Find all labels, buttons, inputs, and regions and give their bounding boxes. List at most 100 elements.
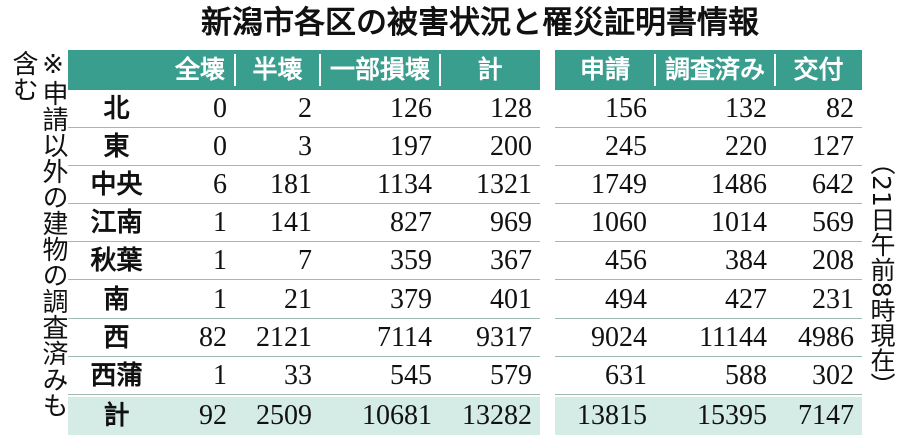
cell: 127 <box>812 131 854 163</box>
cell: 220 <box>725 131 767 163</box>
row-bg <box>68 166 540 205</box>
row-bg <box>555 242 862 281</box>
cell: 10681 <box>362 399 432 431</box>
row-bg <box>68 396 540 435</box>
cell: 7 <box>298 245 312 277</box>
row-label: 東 <box>103 132 130 163</box>
cell: 126 <box>390 93 432 124</box>
cell: 379 <box>390 283 432 315</box>
cell: 200 <box>490 131 532 163</box>
cell: 6 <box>213 169 227 201</box>
header-divider <box>234 54 236 86</box>
cell: 2509 <box>256 399 312 431</box>
note: ※申請以外の建物の調査済みも含む <box>8 50 68 418</box>
row-label: 北 <box>103 94 130 124</box>
cell: 156 <box>605 93 647 124</box>
cell: 302 <box>812 359 854 391</box>
cell: 642 <box>812 169 854 201</box>
cell: 208 <box>812 245 854 277</box>
cell: 92 <box>199 399 227 431</box>
cell: 141 <box>270 207 312 239</box>
row-bg <box>555 280 862 319</box>
row-bg <box>555 204 862 243</box>
column-header: 一部損壊 <box>329 55 430 84</box>
cell: 21 <box>284 283 312 315</box>
header-bg <box>68 50 540 90</box>
cell: 2 <box>298 93 312 124</box>
row-bg <box>555 128 862 167</box>
cell: 9317 <box>476 321 532 353</box>
cell: 82 <box>826 93 854 124</box>
column-header: 計 <box>477 55 503 84</box>
cell: 7114 <box>377 321 432 353</box>
cell: 1 <box>213 283 227 315</box>
row-bg <box>555 356 862 395</box>
row-bg <box>68 280 540 319</box>
cell: 128 <box>490 93 532 124</box>
row-label: 西 <box>103 322 130 353</box>
cell: 245 <box>605 131 647 163</box>
cell: 181 <box>270 169 312 201</box>
cell: 197 <box>390 131 432 163</box>
cell: 0 <box>213 131 227 163</box>
row-label: 西蒲 <box>90 360 143 391</box>
cell: 1 <box>213 245 227 277</box>
column-header: 交付 <box>793 55 844 84</box>
cell: 1060 <box>591 207 647 239</box>
row-bg <box>68 90 540 129</box>
header-divider <box>319 54 321 86</box>
cell: 13815 <box>577 399 647 431</box>
row-bg <box>555 396 862 435</box>
cell: 3 <box>298 131 312 163</box>
row-bg <box>68 204 540 243</box>
cell: 631 <box>605 359 647 391</box>
cell: 9024 <box>591 321 647 353</box>
row-bg <box>555 166 862 205</box>
cell: 545 <box>390 359 432 391</box>
cell: 0 <box>213 93 227 124</box>
column-header: 申請 <box>579 55 630 84</box>
cell: 231 <box>812 283 854 315</box>
title: 新潟市各区の被害状況と罹災証明書情報 <box>201 5 759 41</box>
cell: 827 <box>390 207 432 239</box>
cell: 33 <box>284 359 312 391</box>
row-bg <box>555 90 862 129</box>
cell: 367 <box>490 245 532 277</box>
cell: 1321 <box>476 169 532 201</box>
row-bg <box>68 242 540 281</box>
cell: 15395 <box>697 399 767 431</box>
cell: 7147 <box>798 399 854 431</box>
timestamp: （21日午前8時現在） <box>867 150 896 398</box>
cell: 1134 <box>377 169 432 201</box>
cell: 11144 <box>699 321 767 353</box>
row-label: 中央 <box>90 170 143 201</box>
header-divider <box>774 54 776 86</box>
cell: 4986 <box>798 321 854 353</box>
cell: 579 <box>490 359 532 391</box>
cell: 82 <box>199 321 227 353</box>
row-label: 秋葉 <box>90 246 143 277</box>
cell: 1014 <box>711 207 767 239</box>
cell: 969 <box>490 207 532 239</box>
column-header: 半壊 <box>252 55 303 84</box>
header-divider <box>439 54 441 86</box>
cell: 132 <box>725 93 767 124</box>
cell: 427 <box>725 283 767 315</box>
cell: 569 <box>812 207 854 239</box>
cell: 494 <box>605 283 647 315</box>
cell: 1 <box>213 359 227 391</box>
cell: 401 <box>490 283 532 315</box>
column-header: 調査済み <box>664 55 765 84</box>
cell: 13282 <box>462 399 532 431</box>
row-label: 計 <box>103 400 130 431</box>
cell: 384 <box>725 245 767 277</box>
row-bg <box>555 318 862 357</box>
cell: 1 <box>213 207 227 239</box>
cell: 588 <box>725 359 767 391</box>
column-header: 全壊 <box>174 55 225 84</box>
row-bg <box>68 356 540 395</box>
cell: 359 <box>390 245 432 277</box>
header-bg <box>555 50 862 90</box>
header-divider <box>654 54 656 86</box>
